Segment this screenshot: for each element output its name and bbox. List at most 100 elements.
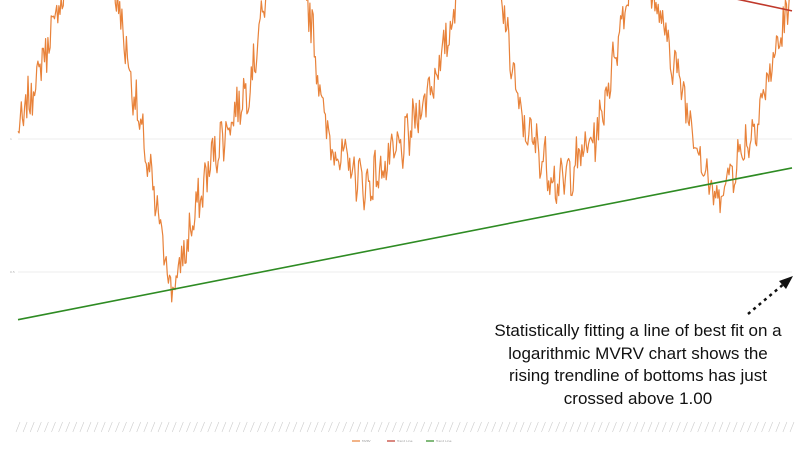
x-tick-mark bbox=[498, 421, 504, 433]
x-tick-mark bbox=[541, 421, 546, 433]
x-tick-mark bbox=[569, 421, 575, 433]
lower-trend-line bbox=[17, 167, 793, 321]
legend: MVRV Trend Line Trend Line bbox=[352, 439, 452, 443]
series-layer bbox=[17, 0, 793, 321]
x-tick-mark bbox=[179, 421, 184, 433]
x-tick-mark bbox=[576, 421, 582, 433]
x-tick-mark bbox=[754, 421, 759, 433]
x-tick-mark bbox=[455, 421, 461, 433]
x-tick-mark bbox=[264, 421, 269, 433]
x-tick-mark bbox=[448, 421, 454, 433]
x-tick-mark bbox=[775, 421, 781, 433]
x-tick-mark bbox=[676, 421, 681, 433]
x-tick-mark bbox=[626, 421, 631, 433]
x-tick-mark bbox=[711, 421, 717, 433]
x-tick-mark bbox=[257, 421, 262, 433]
x-tick-mark bbox=[562, 421, 568, 433]
y-tick-label: 0.5 bbox=[10, 270, 15, 274]
x-tick-mark bbox=[427, 421, 433, 433]
x-tick-mark bbox=[640, 421, 646, 433]
x-tick-mark bbox=[86, 421, 92, 433]
x-tick-mark bbox=[690, 421, 695, 433]
x-tick-mark bbox=[342, 421, 347, 433]
x-tick-mark bbox=[250, 421, 255, 433]
x-tick-mark bbox=[633, 421, 639, 433]
x-tick-mark bbox=[235, 421, 241, 433]
x-tick-mark bbox=[470, 421, 475, 433]
x-tick-mark bbox=[505, 421, 511, 433]
x-tick-mark bbox=[221, 421, 227, 433]
x-tick-mark bbox=[661, 421, 667, 433]
arrow-head bbox=[779, 276, 793, 289]
x-tick-mark bbox=[704, 421, 710, 433]
x-tick-mark bbox=[377, 421, 383, 433]
x-tick-mark bbox=[512, 421, 518, 433]
x-tick-mark bbox=[292, 421, 298, 433]
x-tick-mark bbox=[697, 421, 702, 433]
x-tick-mark bbox=[157, 421, 163, 433]
x-tick-mark bbox=[647, 421, 653, 433]
x-tick-mark bbox=[136, 421, 141, 433]
legend-label: Trend Line bbox=[435, 439, 452, 443]
x-tick-mark bbox=[420, 421, 426, 433]
x-tick-mark bbox=[597, 421, 603, 433]
x-tick-mark bbox=[789, 421, 795, 433]
upper-trend-line bbox=[737, 0, 793, 12]
x-tick-mark bbox=[164, 421, 170, 433]
x-tick-mark bbox=[242, 421, 248, 433]
x-tick-mark bbox=[590, 421, 596, 433]
x-tick-mark bbox=[214, 421, 220, 433]
x-tick-mark bbox=[406, 421, 411, 433]
x-tick-mark bbox=[732, 421, 738, 433]
mvrv-line bbox=[17, 0, 790, 303]
x-tick-mark bbox=[335, 421, 340, 433]
x-tick-mark bbox=[519, 421, 525, 433]
x-tick-mark bbox=[65, 421, 70, 433]
x-tick-mark bbox=[122, 421, 127, 433]
x-tick-mark bbox=[463, 421, 468, 433]
x-tick-mark bbox=[328, 421, 333, 433]
x-tick-mark bbox=[548, 421, 553, 433]
x-tick-mark bbox=[441, 421, 447, 433]
y-axis: 10.5 bbox=[10, 137, 15, 274]
x-tick-mark bbox=[22, 421, 28, 433]
x-tick-mark bbox=[79, 421, 85, 433]
x-tick-mark bbox=[669, 421, 674, 433]
x-tick-mark bbox=[605, 421, 610, 433]
x-tick-mark bbox=[44, 421, 49, 433]
x-tick-mark bbox=[108, 421, 113, 433]
x-tick-mark bbox=[740, 421, 745, 433]
x-tick-mark bbox=[37, 421, 42, 433]
x-tick-mark bbox=[72, 421, 78, 433]
x-tick-mark bbox=[392, 421, 397, 433]
y-tick-label: 1 bbox=[10, 137, 12, 141]
x-tick-mark bbox=[313, 421, 319, 433]
x-tick-mark bbox=[434, 421, 440, 433]
x-tick-mark bbox=[51, 421, 56, 433]
x-tick-mark bbox=[612, 421, 617, 433]
arrow-shaft bbox=[747, 282, 786, 315]
x-tick-mark bbox=[370, 421, 376, 433]
x-tick-mark bbox=[228, 421, 234, 433]
x-tick-mark bbox=[299, 421, 305, 433]
x-tick-mark bbox=[271, 421, 276, 433]
grid-lines bbox=[18, 138, 792, 273]
x-tick-mark bbox=[186, 421, 191, 433]
x-tick-mark bbox=[683, 421, 688, 433]
x-tick-mark bbox=[384, 421, 390, 433]
legend-label: Trend Line bbox=[396, 439, 413, 443]
x-tick-mark bbox=[171, 421, 177, 433]
x-tick-mark bbox=[207, 421, 213, 433]
x-tick-mark bbox=[761, 421, 766, 433]
x-tick-mark bbox=[93, 421, 99, 433]
x-tick-mark bbox=[718, 421, 724, 433]
annotation-arrow bbox=[747, 276, 793, 315]
x-tick-mark bbox=[29, 421, 35, 433]
x-tick-mark bbox=[193, 421, 198, 433]
x-tick-mark bbox=[477, 421, 482, 433]
x-tick-mark bbox=[58, 421, 63, 433]
x-tick-mark bbox=[413, 421, 418, 433]
x-tick-mark bbox=[768, 421, 773, 433]
x-tick-mark bbox=[100, 421, 106, 433]
